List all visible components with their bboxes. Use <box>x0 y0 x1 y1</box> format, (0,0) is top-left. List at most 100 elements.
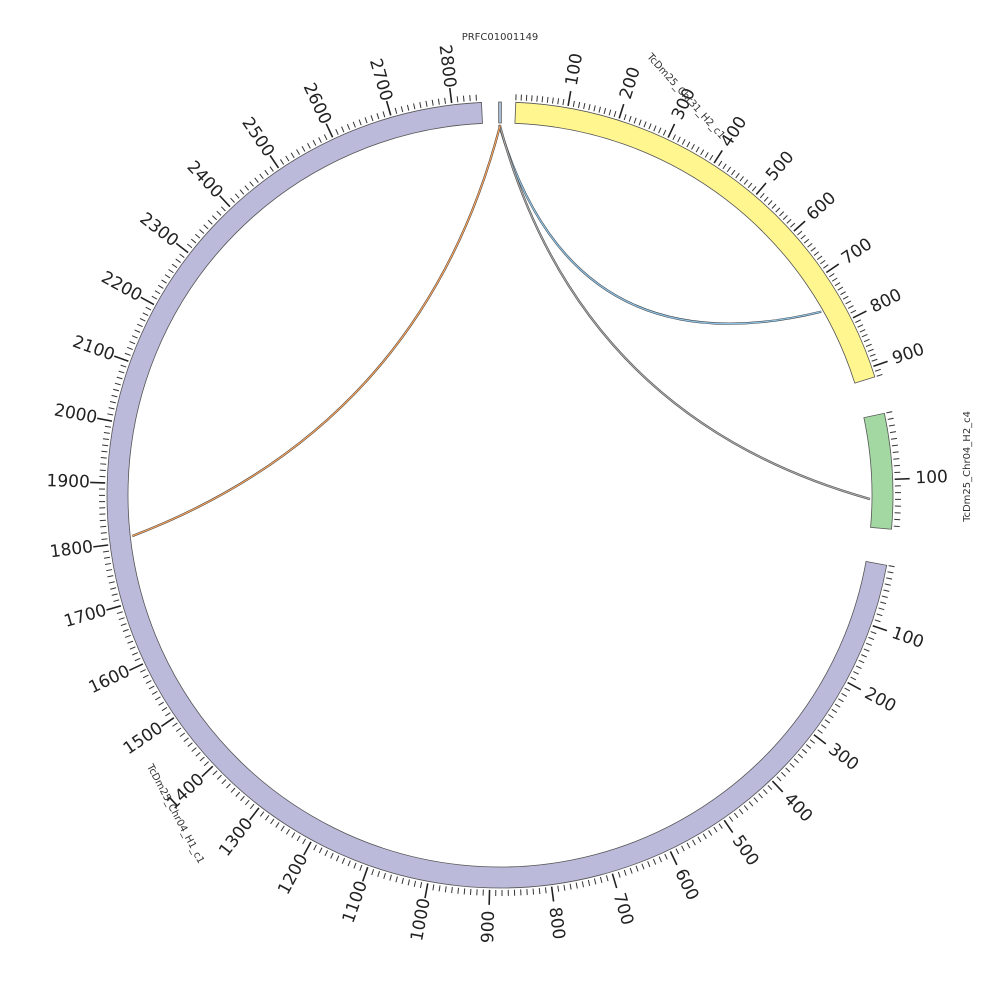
minor-tick <box>116 611 123 615</box>
minor-tick <box>165 712 171 717</box>
minor-tick <box>878 607 885 611</box>
tick-label: 2500 <box>237 114 278 161</box>
major-tick <box>894 477 910 481</box>
minor-tick <box>779 211 785 217</box>
minor-tick <box>302 838 306 845</box>
tick-label: 1700 <box>62 601 109 632</box>
tick-label: 400 <box>780 789 817 826</box>
link-ribbon <box>132 124 501 537</box>
minor-tick <box>382 111 386 118</box>
minor-tick <box>876 373 883 377</box>
minor-tick <box>853 671 859 675</box>
minor-tick <box>245 799 250 806</box>
minor-tick <box>323 134 328 141</box>
minor-tick <box>823 264 829 269</box>
minor-tick <box>883 589 890 592</box>
minor-tick <box>628 115 632 122</box>
minor-tick <box>869 353 876 357</box>
minor-tick <box>891 444 898 447</box>
chromosome-segment-tcdm25_chr04_h2_c4 <box>863 412 894 530</box>
minor-tick <box>800 234 806 240</box>
minor-tick <box>538 887 541 895</box>
minor-tick <box>686 141 691 148</box>
minor-tick <box>129 341 136 345</box>
minor-tick <box>805 744 812 749</box>
minor-tick <box>623 114 627 121</box>
minor-tick <box>647 861 651 868</box>
minor-tick <box>120 364 127 368</box>
minor-tick <box>881 595 888 598</box>
minor-tick <box>828 714 834 719</box>
tick-label: 200 <box>616 65 645 102</box>
minor-tick <box>179 253 185 258</box>
major-tick <box>550 886 555 902</box>
minor-tick <box>593 878 597 885</box>
minor-tick <box>629 867 633 874</box>
minor-tick <box>758 793 763 799</box>
minor-tick <box>790 222 796 228</box>
minor-tick <box>191 747 197 752</box>
minor-tick <box>113 599 120 602</box>
minor-tick <box>296 149 300 155</box>
minor-tick <box>419 882 423 889</box>
minor-tick <box>886 411 893 414</box>
minor-tick <box>793 758 799 764</box>
minor-tick <box>874 368 881 372</box>
minor-tick <box>709 154 714 161</box>
major-tick <box>106 605 122 611</box>
major-tick <box>825 263 840 274</box>
minor-tick <box>544 887 547 894</box>
minor-tick <box>726 166 732 173</box>
minor-tick <box>203 761 209 767</box>
minor-tick <box>312 140 317 146</box>
minor-tick <box>876 613 883 617</box>
minor-tick <box>136 323 143 328</box>
major-tick <box>667 123 676 138</box>
chromosome-label-prfc01001149: PRFC01001149 <box>462 32 539 43</box>
minor-tick <box>179 732 186 738</box>
minor-tick <box>199 756 205 762</box>
minor-tick <box>738 808 744 815</box>
minor-tick <box>313 844 317 851</box>
minor-tick <box>127 640 134 644</box>
minor-tick <box>285 828 290 835</box>
minor-tick <box>249 181 254 187</box>
tick-label: 500 <box>762 147 798 185</box>
minor-tick <box>142 312 149 316</box>
major-tick <box>93 544 109 548</box>
minor-tick <box>834 703 841 708</box>
minor-tick <box>103 550 110 553</box>
minor-tick <box>775 207 781 213</box>
minor-tick <box>557 885 560 892</box>
tick-label: 2800 <box>435 44 460 89</box>
minor-tick <box>419 102 422 109</box>
minor-tick <box>151 691 158 695</box>
minor-tick <box>691 144 695 150</box>
minor-tick <box>888 565 895 568</box>
minor-tick <box>140 669 146 673</box>
minor-tick <box>569 883 572 890</box>
minor-tick <box>131 335 138 339</box>
minor-tick <box>220 206 226 212</box>
major-tick <box>249 807 260 821</box>
minor-tick <box>850 309 857 314</box>
minor-tick <box>158 701 164 706</box>
minor-tick <box>145 306 152 311</box>
major-tick <box>449 87 453 104</box>
minor-tick <box>285 155 290 162</box>
minor-tick <box>456 96 459 103</box>
tick-label: 1300 <box>215 814 257 860</box>
minor-tick <box>572 100 575 107</box>
minor-tick <box>865 343 872 347</box>
minor-tick <box>789 762 795 768</box>
tick-label: 200 <box>861 684 899 717</box>
tick-label: 100 <box>915 467 948 488</box>
minor-tick <box>199 229 205 234</box>
minor-tick <box>161 707 168 712</box>
tick-label: 1800 <box>49 537 94 562</box>
minor-tick <box>352 121 356 128</box>
minor-tick <box>451 887 453 894</box>
minor-tick <box>280 825 285 832</box>
minor-tick <box>780 771 786 777</box>
minor-tick <box>203 224 209 230</box>
